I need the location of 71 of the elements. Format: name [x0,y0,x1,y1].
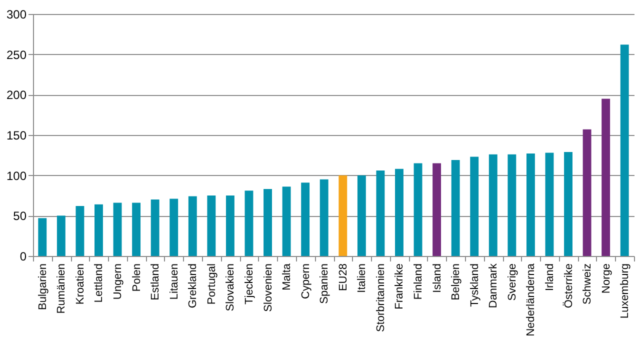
bar [545,152,554,256]
bar [132,202,141,256]
x-tick-label: Sverige [506,264,518,301]
x-tick-label: Frankrike [394,264,406,310]
x-tick-label: Nederländerna [525,262,538,336]
x-tick-label: Norge [600,264,612,294]
bar [564,152,572,256]
y-tick-label: 200 [6,88,27,102]
bar [357,175,366,256]
y-tick-label: 100 [6,168,27,183]
x-tick-label: Malta [281,262,294,290]
bar [76,206,84,256]
x-tick-label: Danmark [488,263,500,308]
bar [582,129,592,256]
x-tick-label: Estland [150,264,162,300]
bar [56,216,66,256]
x-tick-label: Rumänien [56,264,68,314]
bar [508,154,516,256]
x-tick-label: Schweiz [582,264,594,304]
x-tick-label: Litauen [168,264,180,300]
x-tick-label: Polen [130,264,143,292]
bar [395,168,404,256]
bar [264,189,272,256]
x-tick-label: Slovakien [224,264,237,312]
bar [170,198,178,256]
x-tick-label: Portugal [206,264,218,304]
bar [282,186,291,256]
bar [526,154,535,256]
y-tick-label: 300 [6,8,27,22]
x-tick-label: Luxemburg [619,264,632,319]
x-tick-label: Belgien [450,264,462,300]
bar [602,98,610,256]
bar [432,163,442,256]
x-tick-label: Ungern [112,264,124,300]
bar [451,160,460,256]
x-tick-label: Tyskland [468,264,481,307]
bar [150,200,160,256]
bar [620,44,629,256]
bar [188,196,197,256]
x-tick-label: Storbritannien [374,264,387,332]
x-tick-label: Kroatien [74,264,86,304]
x-tick-label: Irland [544,264,556,292]
x-tick-label: Tjeckien [243,264,256,304]
x-tick-label: Bulgarien [36,264,49,310]
bar [338,175,348,256]
bar [470,156,479,256]
bar [376,170,385,256]
x-tick-label: Grekland [187,264,200,308]
bar [414,163,422,256]
y-tick-label: 150 [6,128,27,142]
bar [226,196,234,256]
bar [244,190,254,256]
x-tick-label: EU28 [337,264,350,292]
bar [301,182,310,256]
y-tick-label: 0 [20,250,27,264]
bar [320,179,328,256]
x-tick-label: Slovenien [262,264,274,312]
bar [38,218,47,256]
x-tick-label: Italien [356,264,368,293]
x-tick-label: Finland [412,264,425,300]
x-tick-label: Island [431,264,444,293]
x-tick-label: Lettland [93,264,106,303]
y-tick-label: 250 [6,48,27,62]
bar [94,204,103,256]
bar [113,202,122,256]
y-tick-label: 50 [13,209,27,224]
x-tick-label: Cypern [300,264,312,299]
bar [488,154,498,256]
x-tick-label: Spanien [318,264,331,304]
bar [207,196,216,256]
x-tick-label: Österrike [562,264,575,308]
